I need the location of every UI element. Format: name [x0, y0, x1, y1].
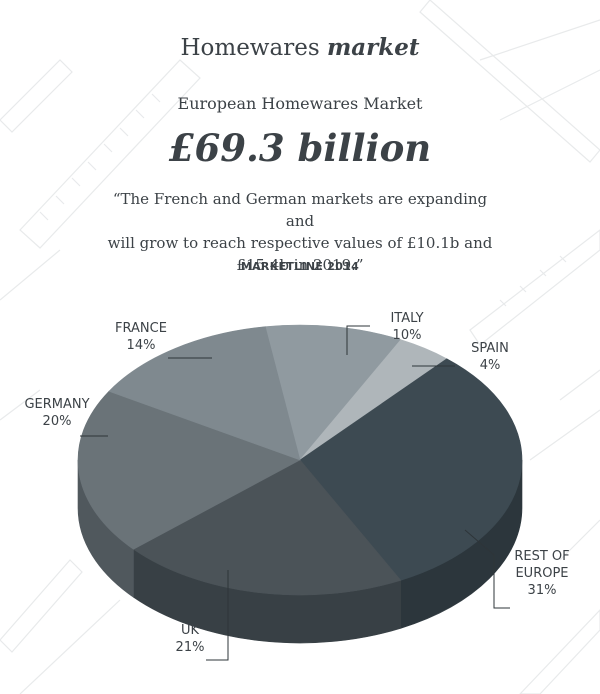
pie-slice-france — [108, 326, 301, 461]
slice-label-percent: 10% — [392, 328, 422, 343]
pie-slice-italy — [264, 324, 402, 461]
slice-label-name: SPAIN — [471, 341, 509, 356]
chart-subtitle: European Homewares Market — [177, 94, 423, 113]
leader-line-uk — [206, 570, 229, 661]
slice-label-percent: 4% — [479, 358, 501, 373]
pie-slice-germany — [77, 390, 301, 550]
slice-label-name: REST OF — [514, 549, 570, 564]
slice-label-name: GERMANY — [24, 397, 90, 412]
slice-label-percent: 31% — [527, 583, 557, 598]
slice-label-name-2: EUROPE — [515, 566, 569, 581]
page-title-emphasis: market — [326, 34, 420, 61]
slice-label-rest-of-europe: REST OF EUROPE 31% — [482, 548, 600, 599]
slice-label-italy: ITALY 10% — [347, 310, 467, 344]
page-title: Homewares market — [0, 34, 600, 61]
leader-line-italy — [346, 325, 370, 355]
quote-line-3: £15.4b in 2019.” — [236, 256, 364, 274]
slice-label-uk: UK 21% — [130, 622, 250, 656]
page-title-regular: Homewares — [180, 35, 320, 61]
market-quote: “The French and German markets are expan… — [100, 188, 500, 276]
quote-source: MARKETLINE 2014 — [240, 260, 360, 273]
slice-label-name: FRANCE — [115, 321, 167, 336]
leader-line-rest-of-europe — [464, 529, 510, 609]
quote-line-2: will grow to reach respective values of … — [107, 234, 493, 252]
slice-label-germany: GERMANY 20% — [0, 396, 117, 430]
slice-label-name: ITALY — [390, 311, 424, 326]
pie-leader-lines — [80, 325, 510, 661]
slice-label-name: UK — [180, 623, 200, 638]
market-total-value: £69.3 billion — [168, 126, 432, 170]
slice-label-percent: 14% — [126, 338, 156, 353]
slice-label-percent: 20% — [42, 414, 72, 429]
pie-slice-uk — [132, 459, 402, 596]
pie-slice-rest-of-europe — [299, 358, 523, 581]
pie-tops — [77, 324, 523, 596]
slice-label-spain: SPAIN 4% — [430, 340, 550, 374]
quote-line-1: “The French and German markets are expan… — [112, 190, 488, 230]
slice-label-france: FRANCE 14% — [81, 320, 201, 354]
slice-label-percent: 21% — [175, 640, 205, 655]
